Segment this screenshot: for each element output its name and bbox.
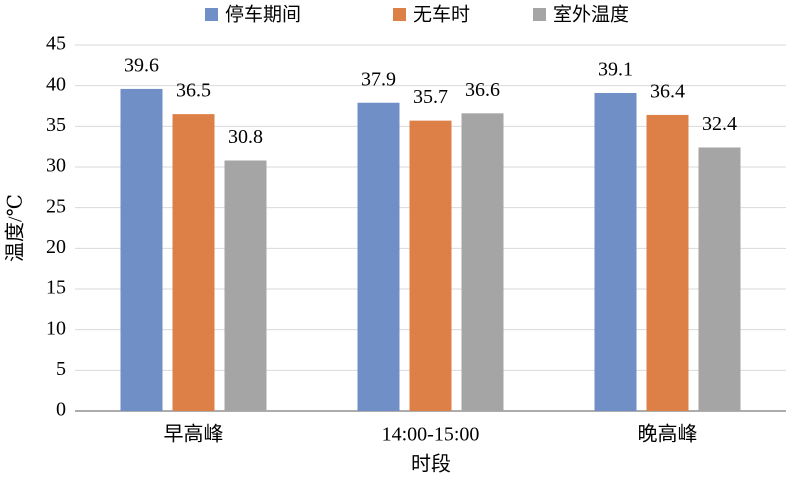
y-tick-label: 25 (46, 195, 66, 217)
y-axis-title: 温度/℃ (4, 194, 27, 262)
bar (224, 160, 267, 411)
value-label: 36.6 (465, 79, 500, 101)
y-tick-label: 15 (46, 277, 66, 299)
y-tick-label: 35 (46, 114, 66, 136)
legend-swatch (393, 8, 406, 21)
bar (594, 92, 637, 411)
value-label: 37.9 (361, 68, 396, 90)
value-label: 39.6 (124, 55, 159, 77)
bar (172, 114, 215, 411)
y-tick-label: 45 (46, 33, 66, 55)
bar (409, 120, 452, 411)
y-tick-label: 0 (56, 399, 66, 421)
y-tick-label: 40 (46, 73, 66, 95)
value-label: 35.7 (413, 86, 448, 108)
legend-swatch (533, 8, 546, 21)
value-label: 39.1 (598, 59, 633, 81)
bar (357, 102, 400, 411)
y-tick-label: 30 (46, 155, 66, 177)
value-label: 36.4 (650, 81, 685, 103)
value-label: 36.5 (176, 80, 211, 102)
x-axis-title: 时段 (411, 453, 451, 476)
bar (646, 114, 689, 412)
legend-label: 无车时 (413, 4, 470, 26)
value-label: 30.8 (228, 126, 263, 148)
y-tick-label: 10 (46, 317, 66, 339)
y-tick-label: 5 (56, 358, 66, 380)
bar (120, 88, 163, 412)
x-tick-label: 晚高峰 (638, 423, 698, 446)
legend-label: 室外温度 (553, 4, 629, 26)
bar (698, 147, 741, 412)
legend-swatch (205, 8, 218, 21)
legend-label: 停车期间 (225, 4, 301, 26)
y-tick-label: 20 (46, 236, 66, 258)
value-label: 32.4 (702, 113, 737, 135)
bar (461, 113, 504, 411)
x-tick-label: 14:00-15:00 (382, 424, 480, 446)
x-tick-label: 早高峰 (164, 423, 224, 446)
